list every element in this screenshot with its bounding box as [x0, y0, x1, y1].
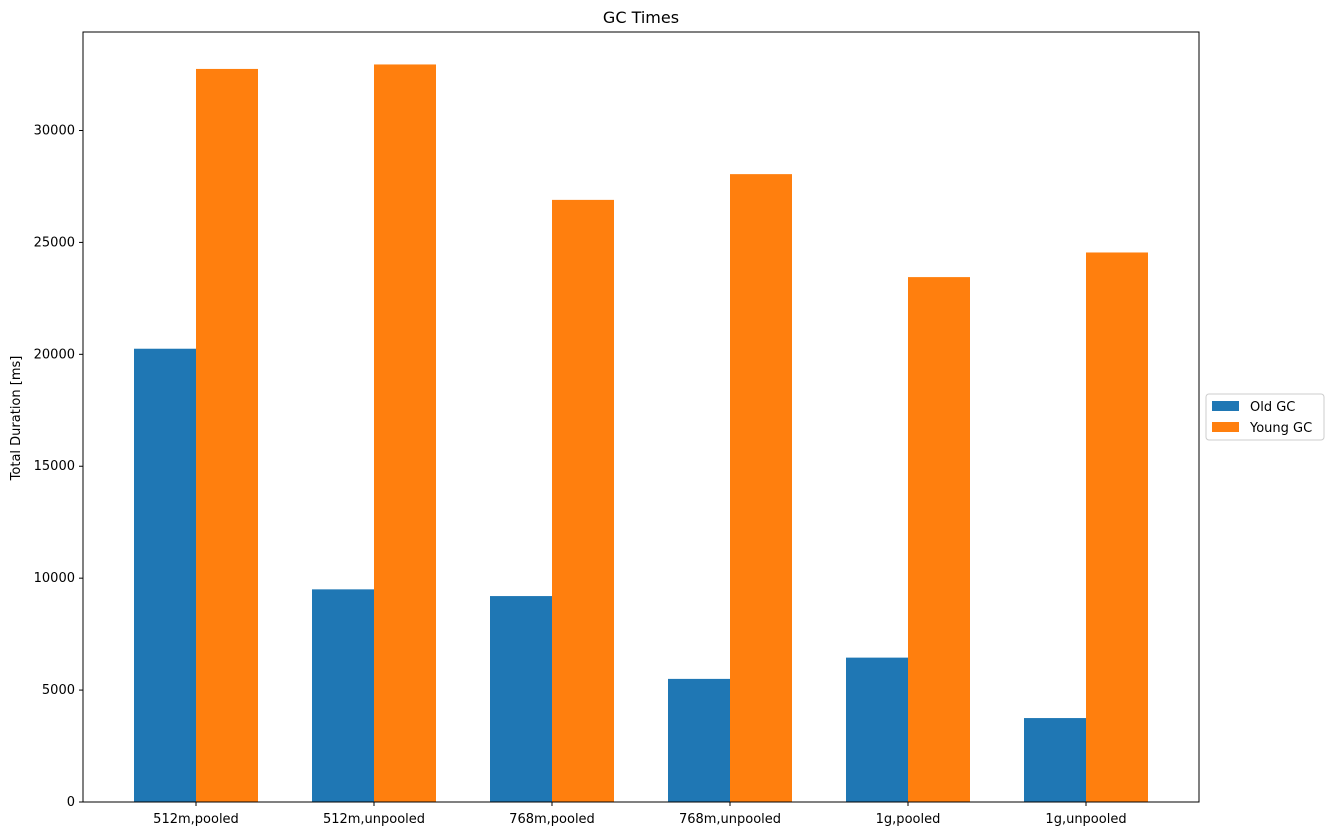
- x-tick-label: 768m,pooled: [509, 812, 595, 827]
- y-axis-label: Total Duration [ms]: [9, 356, 24, 482]
- axes-group: 0 5000 10000 15000 20000 25000 30000 512m,poole…: [34, 31, 1200, 827]
- x-tick-label: 768m,unpooled: [679, 812, 781, 827]
- bar-old-gc-2: [312, 589, 374, 802]
- y-tick-label: 30000: [34, 123, 75, 138]
- bar-young-gc-1: [196, 68, 258, 803]
- x-tick-label: 512m,unpooled: [323, 812, 425, 827]
- legend-swatch-old-gc: [1212, 401, 1239, 411]
- bar-old-gc-5: [846, 657, 908, 802]
- x-tick-label: 1g,pooled: [876, 812, 941, 827]
- chart-title: GC Times: [603, 8, 679, 27]
- bar-young-gc-4: [730, 174, 792, 803]
- y-tick-label: 15000: [34, 459, 75, 474]
- x-tick-label: 512m,pooled: [153, 812, 239, 827]
- bars-group: [134, 64, 1148, 803]
- y-tick-label: 0: [67, 795, 75, 810]
- bar-old-gc-3: [490, 596, 552, 802]
- y-tick-label: 25000: [34, 235, 75, 250]
- legend-label-young-gc: Young GC: [1249, 421, 1312, 436]
- bar-young-gc-2: [374, 64, 436, 802]
- bar-old-gc-4: [668, 678, 730, 802]
- y-tick-label: 10000: [34, 571, 75, 586]
- bar-old-gc-6: [1024, 718, 1086, 802]
- plot-frame: [82, 31, 1200, 803]
- bar-old-gc-1: [134, 348, 196, 802]
- y-tick-label: 5000: [42, 683, 75, 698]
- legend: Old GC Young GC: [1205, 393, 1325, 441]
- bar-young-gc-5: [908, 277, 970, 802]
- legend-swatch-young-gc: [1212, 422, 1239, 432]
- x-tick-label: 1g,unpooled: [1045, 812, 1126, 827]
- bar-young-gc-3: [552, 199, 614, 802]
- y-tick-label: 20000: [34, 347, 75, 362]
- bar-young-gc-6: [1086, 252, 1148, 803]
- legend-label-old-gc: Old GC: [1250, 400, 1295, 415]
